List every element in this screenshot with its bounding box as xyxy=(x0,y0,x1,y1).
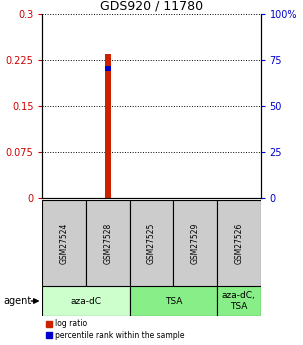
Bar xyxy=(105,54,111,198)
Bar xyxy=(173,200,217,286)
Text: aza-dC,
TSA: aza-dC, TSA xyxy=(222,291,256,311)
Bar xyxy=(42,200,86,286)
Text: aza-dC: aza-dC xyxy=(71,296,102,306)
Title: GDS920 / 11780: GDS920 / 11780 xyxy=(100,0,203,13)
Text: GSM27526: GSM27526 xyxy=(234,223,243,264)
Bar xyxy=(130,200,173,286)
Legend: log ratio, percentile rank within the sample: log ratio, percentile rank within the sa… xyxy=(46,319,185,340)
Bar xyxy=(217,286,261,316)
Bar xyxy=(86,200,130,286)
Text: TSA: TSA xyxy=(165,296,182,306)
Bar xyxy=(42,286,130,316)
Bar xyxy=(217,200,261,286)
Text: GSM27524: GSM27524 xyxy=(60,223,69,264)
Text: GSM27528: GSM27528 xyxy=(103,223,112,264)
Text: agent: agent xyxy=(3,296,31,306)
Bar xyxy=(105,66,111,71)
Text: GSM27525: GSM27525 xyxy=(147,223,156,264)
Text: GSM27529: GSM27529 xyxy=(191,223,200,264)
Bar xyxy=(130,286,217,316)
